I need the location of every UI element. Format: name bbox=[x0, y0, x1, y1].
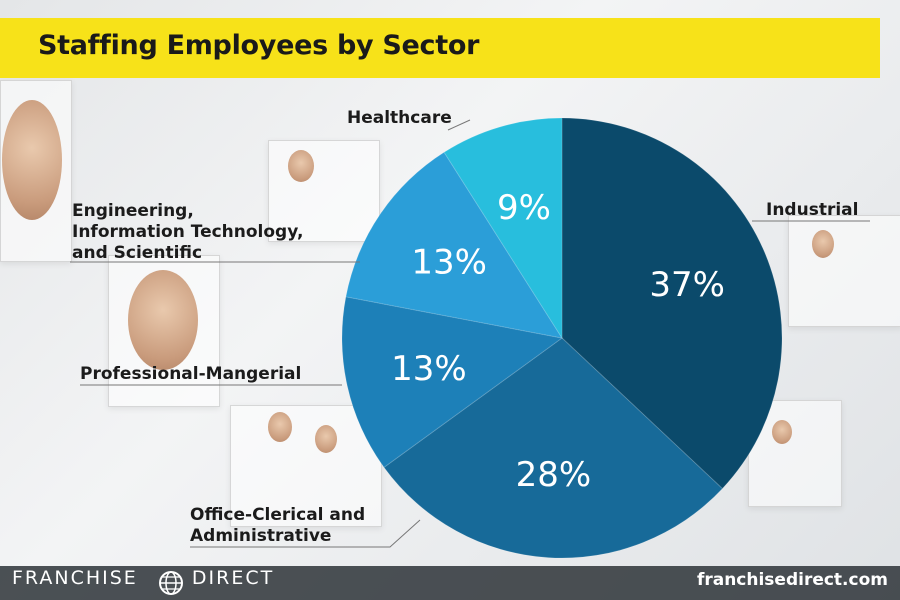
brand-left-text: FRANCHISE bbox=[12, 567, 138, 589]
globe-icon bbox=[159, 571, 183, 595]
label-industrial: Industrial bbox=[766, 200, 858, 221]
label-office-line: Administrative bbox=[190, 526, 332, 546]
person-face-photo bbox=[2, 100, 62, 220]
leader-line bbox=[447, 119, 471, 131]
site-url[interactable]: franchisedirect.com bbox=[696, 570, 888, 590]
person-face-photo bbox=[288, 150, 314, 182]
pie-slice-office-clerical-and-administrative bbox=[383, 337, 724, 559]
pie-percent-label: 13% bbox=[391, 349, 467, 389]
pie-percent-label: 37% bbox=[649, 265, 725, 305]
person-face-photo bbox=[772, 420, 792, 444]
footer-bar bbox=[0, 566, 900, 600]
label-professional-line: Professional-Mangerial bbox=[80, 364, 302, 384]
pie-percent-label: 9% bbox=[497, 188, 551, 228]
label-healthcare: Healthcare bbox=[347, 108, 452, 129]
label-office-clerical: Office-Clerical and Administrative bbox=[190, 505, 365, 547]
pie-slice-professional-mangerial bbox=[341, 296, 564, 469]
person-face-photo bbox=[315, 425, 337, 453]
chart-title: Staffing Employees by Sector bbox=[38, 30, 480, 61]
label-office-line: Office-Clerical and bbox=[190, 505, 366, 525]
label-healthcare-line: Healthcare bbox=[347, 108, 452, 128]
photo-frame bbox=[230, 405, 382, 527]
label-engineering: Engineering, Information Technology, and… bbox=[72, 201, 303, 264]
pie-slice-engineering-information-technology-and-scientific bbox=[345, 151, 564, 339]
person-face-photo bbox=[812, 230, 834, 258]
label-engineering-line: Engineering, bbox=[72, 201, 194, 221]
leader-line bbox=[190, 519, 421, 548]
person-face-photo bbox=[128, 270, 198, 370]
brand-right-text: DIRECT bbox=[191, 567, 275, 589]
title-bar bbox=[0, 18, 880, 78]
person-face-photo bbox=[268, 412, 292, 442]
label-industrial-line: Industrial bbox=[766, 200, 859, 220]
pie-percent-label: 13% bbox=[411, 242, 487, 282]
photo-frame bbox=[268, 140, 380, 242]
label-professional: Professional-Mangerial bbox=[80, 364, 301, 385]
label-engineering-line: and Scientific bbox=[72, 243, 203, 263]
pie-slice-industrial bbox=[561, 117, 783, 490]
pie-slice-healthcare bbox=[443, 117, 563, 340]
label-engineering-line: Information Technology, bbox=[72, 222, 304, 242]
photo-frame bbox=[788, 215, 900, 327]
brand-logo: FRANCHISE DIRECT bbox=[12, 567, 274, 589]
pie-percent-label: 28% bbox=[516, 455, 592, 495]
